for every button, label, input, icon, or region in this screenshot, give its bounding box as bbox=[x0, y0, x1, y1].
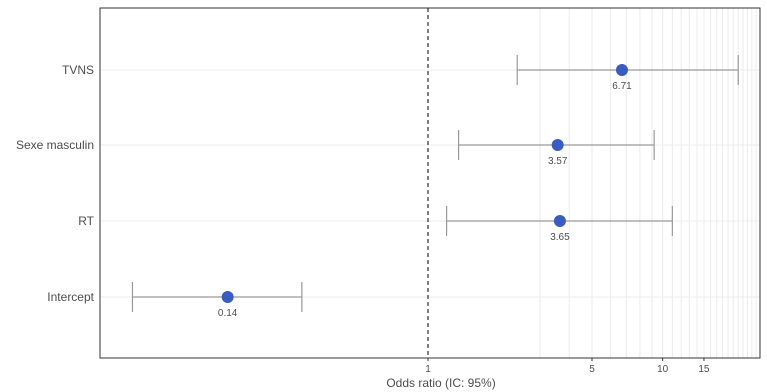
estimate-labels: 6.71 3.57 3.65 0.14 bbox=[218, 81, 632, 319]
y-tick-label: Sexe masculin bbox=[16, 138, 94, 152]
estimate-point bbox=[551, 139, 564, 151]
y-tick-label: Intercept bbox=[47, 290, 94, 304]
y-tick-label: RT bbox=[78, 214, 94, 228]
y-tick-label: TVNS bbox=[62, 63, 94, 77]
estimate-label: 3.65 bbox=[550, 232, 570, 243]
estimate-point bbox=[221, 291, 234, 303]
x-tick-label: 5 bbox=[589, 364, 595, 375]
estimate-label: 3.57 bbox=[548, 156, 568, 167]
estimate-point bbox=[615, 64, 628, 76]
y-axis-tick-labels: TVNS Sexe masculin RT Intercept bbox=[16, 63, 95, 304]
category-gridlines bbox=[100, 69, 760, 298]
x-axis-title: Odds ratio (IC: 95%) bbox=[386, 376, 495, 390]
plot-frame bbox=[99, 7, 761, 359]
estimate-points bbox=[221, 64, 628, 303]
x-tick-label: 1 bbox=[425, 364, 431, 375]
x-tick-label: 15 bbox=[698, 364, 710, 375]
estimate-label: 6.71 bbox=[612, 81, 632, 92]
x-tick-label: 10 bbox=[657, 364, 669, 375]
estimate-label: 0.14 bbox=[218, 308, 238, 319]
x-axis-ticks: 1 5 10 15 bbox=[425, 358, 710, 375]
error-bars bbox=[131, 55, 739, 312]
estimate-point bbox=[553, 215, 566, 227]
minor-gridlines bbox=[539, 8, 757, 358]
